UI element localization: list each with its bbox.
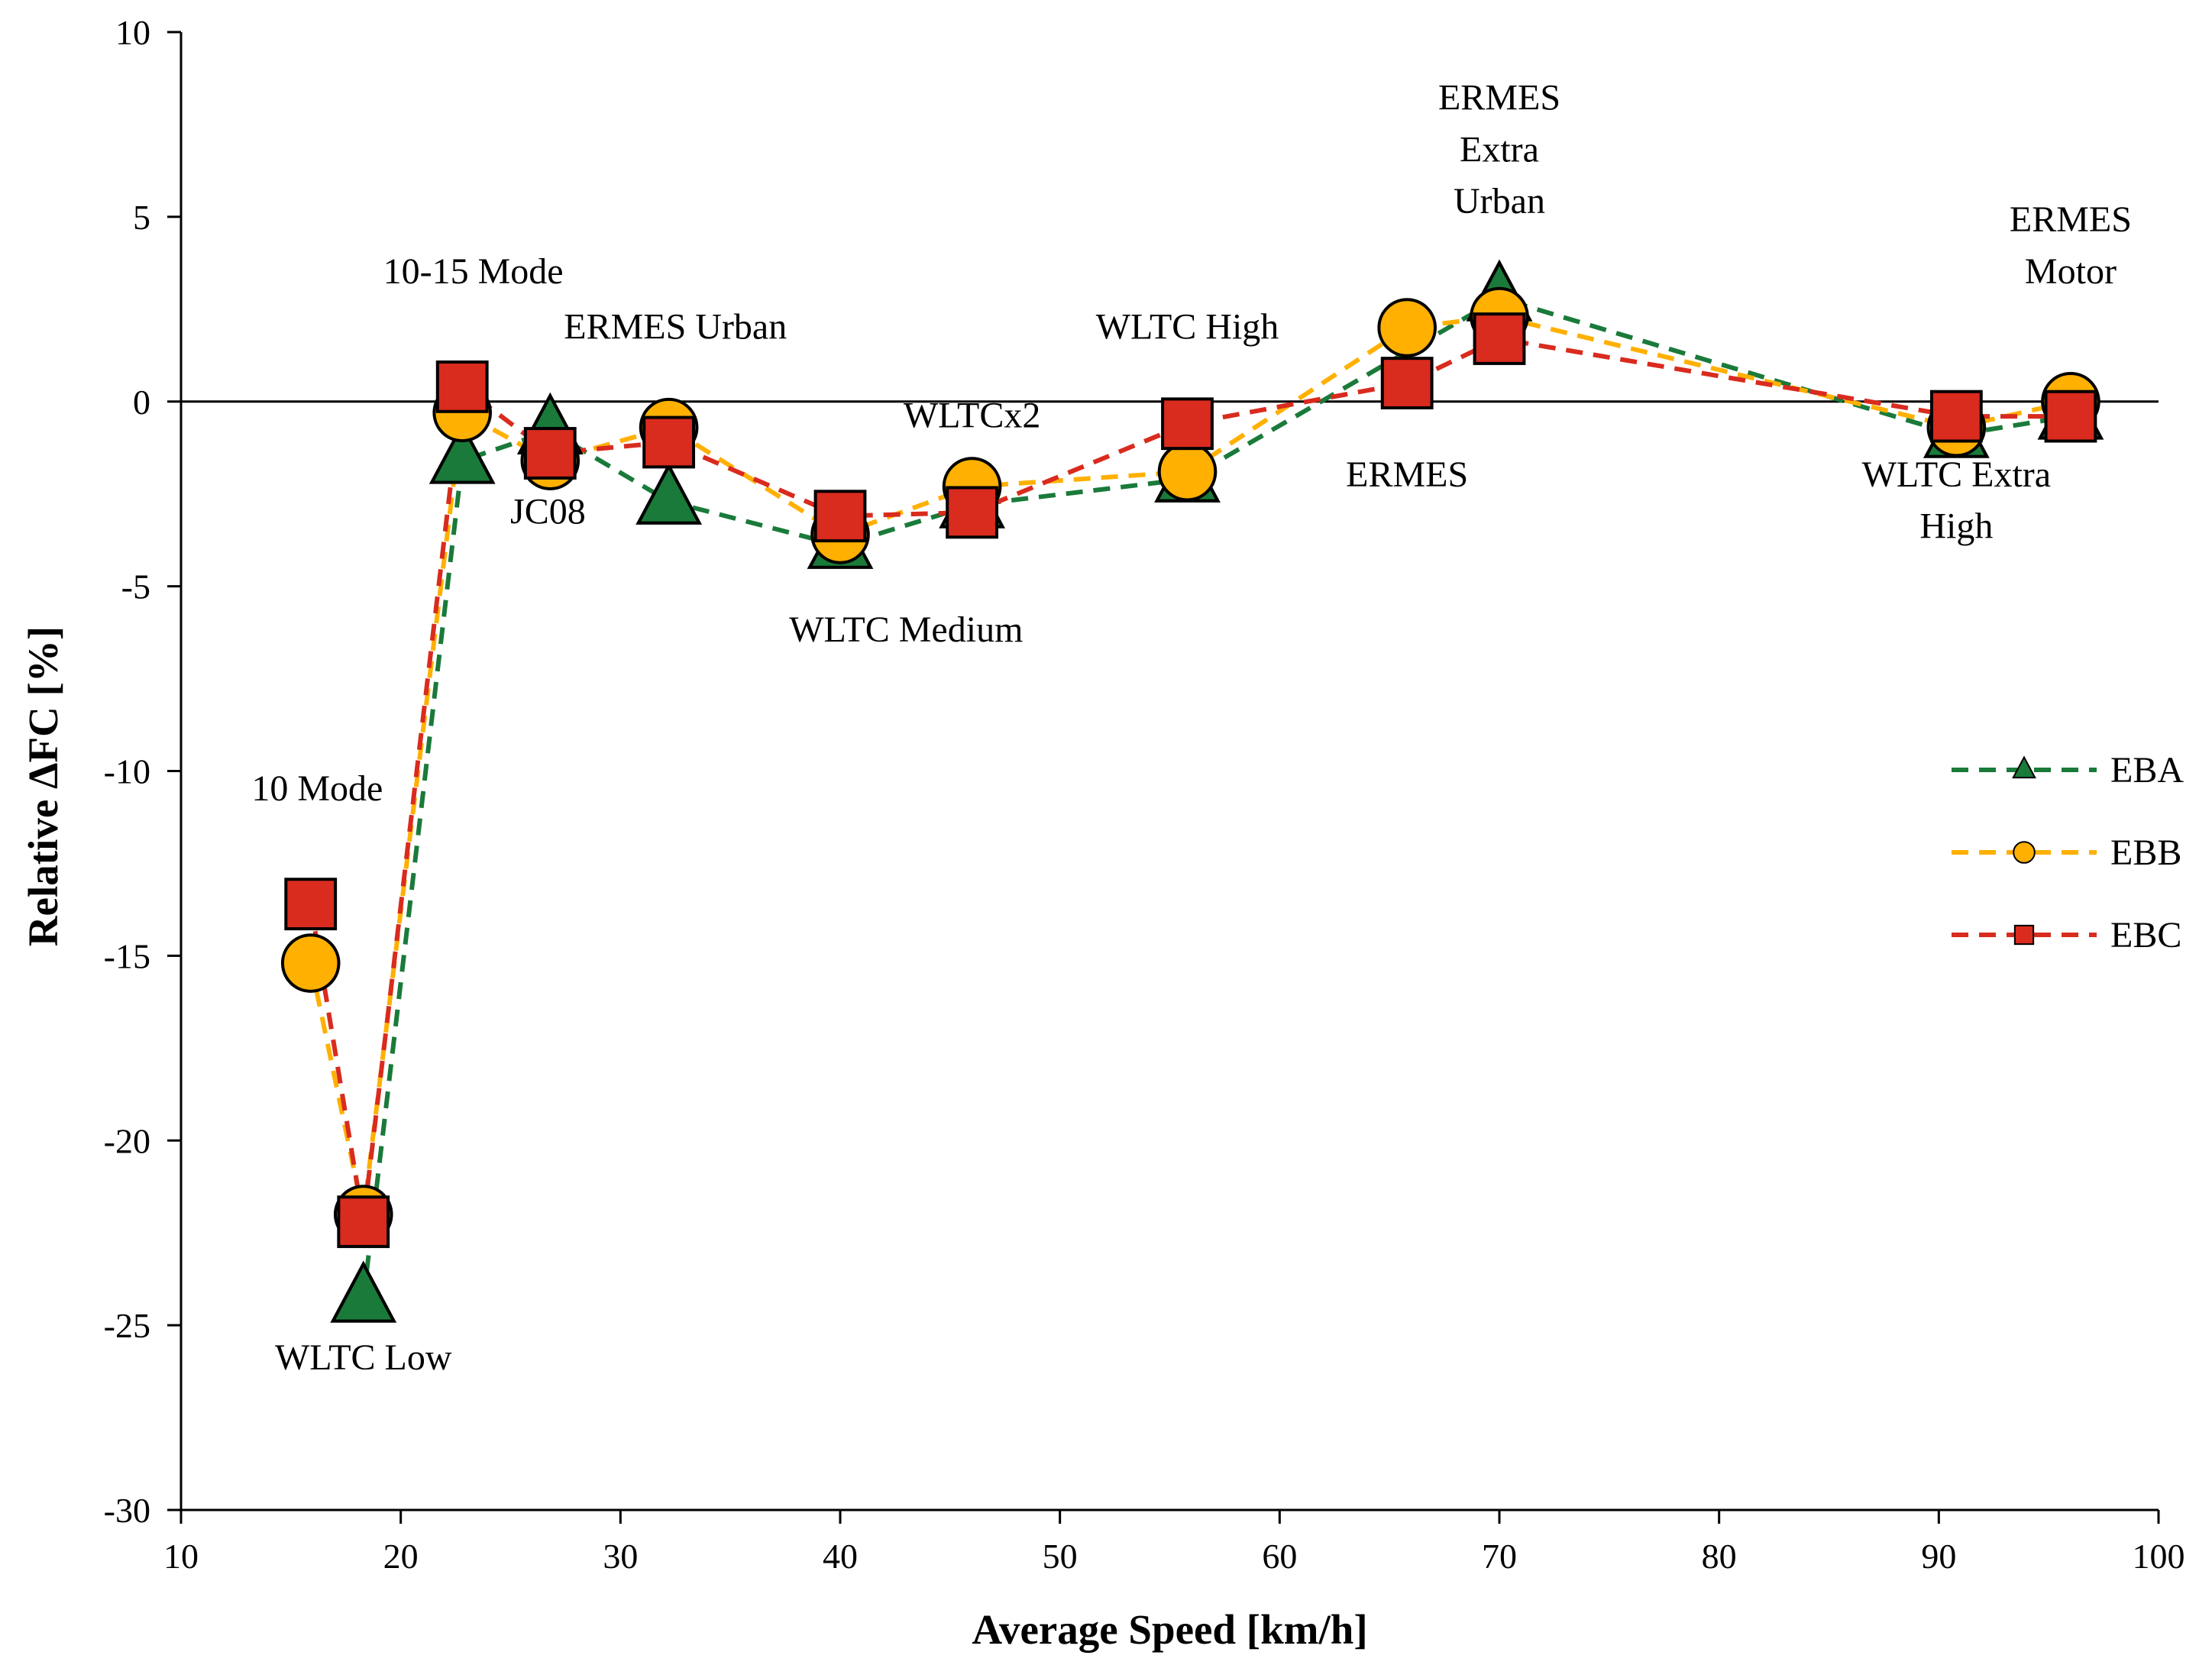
annotation-label: JC08 — [510, 491, 586, 532]
y-tick-label: 0 — [133, 383, 150, 422]
y-tick-label: -15 — [104, 936, 150, 975]
legend-label-ebb: EBB — [2110, 833, 2181, 873]
annotation-label: ERMES Urban — [564, 307, 787, 348]
legend-label-eba: EBA — [2110, 750, 2184, 791]
annotation-label: ERMES — [2010, 199, 2132, 240]
data-point-ebb — [280, 933, 341, 993]
data-point-ebc — [1380, 357, 1434, 409]
data-point-ebc — [642, 415, 696, 469]
legend-marker-ebc — [2013, 924, 2035, 946]
data-point-ebc — [1473, 312, 1526, 365]
data-point-ebc — [435, 360, 489, 413]
data-point-eba — [330, 1260, 397, 1323]
series-lines — [308, 296, 2071, 1300]
legend: EBA EBB EBC — [1952, 750, 2184, 955]
y-tick-label: 10 — [115, 13, 150, 52]
x-tick-label: 100 — [2133, 1537, 2185, 1576]
annotation-label: Motor — [2025, 251, 2117, 292]
annotation-label: WLTC Extra — [1862, 454, 2052, 495]
legend-label-ebc: EBC — [2110, 915, 2181, 955]
data-point-ebb — [1377, 298, 1437, 357]
y-tick-label: -20 — [104, 1121, 150, 1160]
annotation-label: 10 Mode — [251, 768, 383, 809]
y-tick-label: -25 — [104, 1306, 150, 1345]
annotation-label: WLTCx2 — [904, 396, 1041, 436]
y-tick-label: -30 — [104, 1491, 150, 1530]
x-tick-label: 40 — [823, 1537, 858, 1576]
data-point-ebb — [1157, 441, 1218, 502]
annotation-label: ERMES — [1346, 454, 1468, 495]
data-point-ebc — [1161, 397, 1214, 451]
series-line-eba — [361, 296, 2071, 1300]
x-tick-label: 70 — [1482, 1537, 1517, 1576]
x-tick-label: 30 — [603, 1537, 638, 1576]
x-tick-label: 90 — [1921, 1537, 1956, 1576]
annotation-label: High — [1919, 506, 1993, 547]
x-tick-label: 60 — [1262, 1537, 1297, 1576]
y-axis-title: Relative ΔFC [%] — [20, 626, 66, 946]
annotation-label: WLTC High — [1096, 307, 1279, 348]
x-tick-label: 20 — [383, 1537, 419, 1576]
data-point-ebc — [284, 878, 338, 931]
legend-marker-eba — [2012, 755, 2036, 779]
y-tick-label: 5 — [133, 198, 150, 237]
annotation-label: ERMES — [1438, 78, 1560, 118]
x-tick-label: 80 — [1702, 1537, 1737, 1576]
x-axis-title: Average Speed [km/h] — [972, 1606, 1367, 1653]
data-point-ebc — [337, 1195, 390, 1249]
data-point-eba — [635, 462, 703, 525]
series-line-ebc — [308, 336, 2071, 1223]
data-point-ebc — [813, 490, 867, 543]
y-tick-label: -5 — [121, 567, 150, 606]
series-markers — [280, 259, 2104, 1323]
x-tick-label: 50 — [1043, 1537, 1078, 1576]
data-point-eba — [428, 422, 496, 484]
annotation-label: Urban — [1454, 181, 1545, 221]
annotation-label: Extra — [1460, 129, 1539, 170]
annotation-label: 10-15 Mode — [383, 251, 564, 292]
legend-marker-ebb — [2013, 841, 2036, 864]
annotation-label: WLTC Low — [275, 1337, 452, 1378]
annotation-label: WLTC Medium — [789, 609, 1023, 650]
y-tick-label: -10 — [104, 752, 150, 791]
data-point-ebc — [523, 427, 577, 480]
data-point-ebc — [2044, 390, 2097, 443]
x-tick-label: 10 — [163, 1537, 199, 1576]
data-point-ebc — [1929, 390, 1983, 443]
data-point-ebc — [946, 486, 998, 539]
